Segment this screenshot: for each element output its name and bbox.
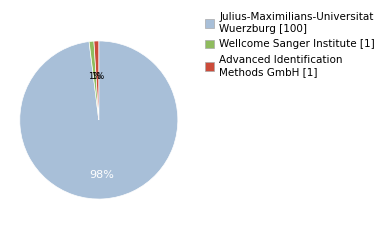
Legend: Julius-Maximilians-Universitat
Wuerzburg [100], Wellcome Sanger Institute [1], A: Julius-Maximilians-Universitat Wuerzburg…	[203, 10, 377, 79]
Text: 1%: 1%	[91, 72, 104, 81]
Wedge shape	[94, 41, 99, 120]
Text: 98%: 98%	[89, 170, 114, 180]
Wedge shape	[20, 41, 178, 199]
Text: 1%: 1%	[88, 72, 101, 81]
Wedge shape	[89, 41, 99, 120]
